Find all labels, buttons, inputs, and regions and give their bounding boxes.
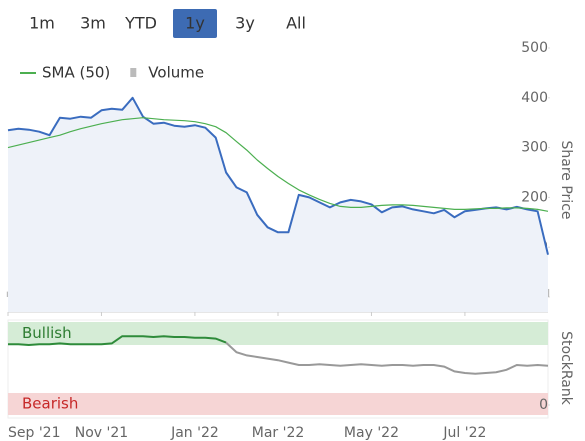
x-tick-label: Mar '22 xyxy=(252,425,305,441)
y-tick-label: 200 xyxy=(521,189,548,205)
rank-band xyxy=(8,322,548,345)
range-button[interactable]: 3m xyxy=(80,14,106,33)
x-tick-label: Sep '21 xyxy=(8,425,61,441)
range-button[interactable]: 3y xyxy=(235,14,255,33)
range-button[interactable]: YTD xyxy=(124,14,157,33)
stockrank-chart: Bullish Bearish 0 StockRank xyxy=(7,319,574,419)
legend-label: SMA (50) xyxy=(42,64,110,82)
y-tick-label: 500 xyxy=(521,40,548,56)
rank-tick-label: 0 xyxy=(539,397,548,413)
y-axis-title: Share Price xyxy=(558,140,574,219)
range-selector: 1m 3m YTD 1y 3y All xyxy=(29,9,306,38)
x-tick-label: Jul '22 xyxy=(442,425,486,441)
price-line xyxy=(7,96,549,255)
rank-band-label: Bearish xyxy=(22,395,78,413)
stockrank-line xyxy=(225,341,549,375)
range-button[interactable]: 1m xyxy=(29,14,55,33)
sma-line xyxy=(7,117,549,212)
y-tick-label: 300 xyxy=(521,140,548,156)
range-button[interactable]: 1y xyxy=(185,14,205,33)
rank-band-label: Bullish xyxy=(22,324,72,342)
range-button-bg[interactable] xyxy=(173,9,217,38)
range-button[interactable]: All xyxy=(286,14,306,33)
rank-axis-title: StockRank xyxy=(558,331,574,406)
price-area xyxy=(8,97,548,312)
y-tick-label: 400 xyxy=(521,90,548,106)
x-tick-label: May '22 xyxy=(344,425,399,441)
price-chart: 0.0010020030040050003m5m8mShare PriceSMA… xyxy=(6,40,574,441)
x-tick-label: Nov '21 xyxy=(75,425,128,441)
legend-label: Volume xyxy=(148,64,204,82)
stockrank-line xyxy=(8,335,227,347)
legend-swatch xyxy=(130,68,137,77)
rank-band xyxy=(8,393,548,415)
x-tick-label: Jan '22 xyxy=(170,425,219,441)
